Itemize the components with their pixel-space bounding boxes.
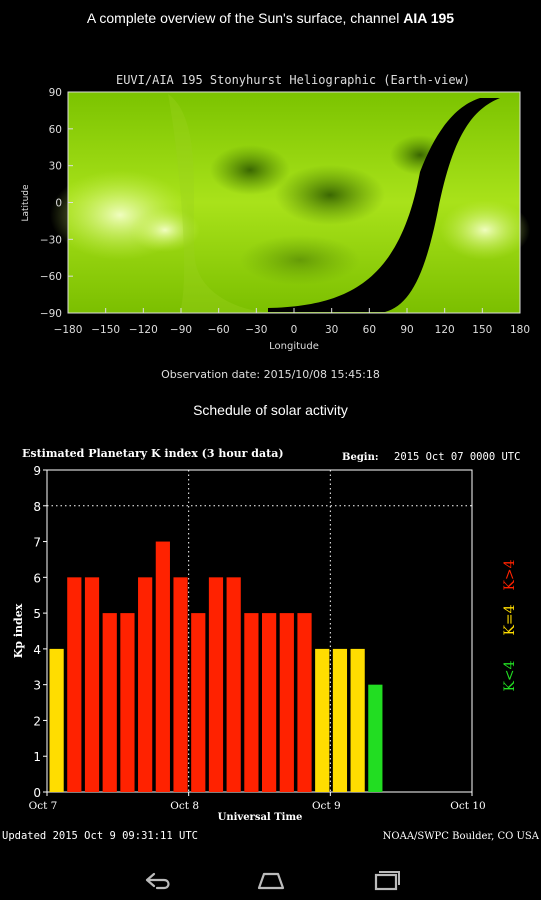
sun-map-xlabel: Longitude — [269, 341, 319, 352]
sun-map-image — [50, 92, 530, 313]
kp-y-tick-label: 8 — [33, 500, 41, 514]
sun-x-tick-label: 180 — [510, 324, 530, 336]
sun-y-tick-label: 30 — [49, 161, 62, 173]
kp-x-tick-label: Oct 8 — [170, 800, 199, 812]
back-icon[interactable] — [137, 866, 177, 894]
kp-y-tick-label: 7 — [33, 536, 41, 550]
page-title: A complete overview of the Sun's surface… — [0, 10, 541, 26]
sun-y-tick-label: −90 — [40, 308, 62, 320]
kp-bar — [155, 541, 170, 792]
legend-equal: K=4 — [502, 604, 518, 635]
kp-y-ticks: 0 1 2 3 4 5 6 7 8 9 — [33, 464, 47, 800]
kp-x-tick-label: Oct 9 — [312, 800, 341, 812]
solar-surface-map: EUVI/AIA 195 Stonyhurst Heliographic (Ea… — [21, 73, 530, 352]
kp-bar — [368, 684, 383, 792]
kp-y-tick-label: 2 — [33, 714, 41, 728]
sun-y-tick-label: −60 — [40, 271, 62, 283]
kp-bar — [138, 577, 153, 792]
kp-chart-title: Estimated Planetary K index (3 hour data… — [22, 447, 284, 460]
sun-x-tick-label: 60 — [363, 324, 376, 336]
kp-bar — [102, 613, 117, 792]
kp-x-tick-label: Oct 7 — [29, 800, 58, 812]
sun-x-tick-label: −90 — [170, 324, 192, 336]
sun-x-tick-label: −150 — [91, 324, 120, 336]
title-prefix: A complete overview of the Sun's surface… — [86, 10, 404, 26]
kp-bar — [315, 648, 330, 792]
kp-grid — [47, 470, 472, 792]
kp-bar — [191, 613, 206, 792]
kp-index-chart: Estimated Planetary K index (3 hour data… — [2, 447, 540, 842]
sun-x-tick-label: 30 — [325, 324, 338, 336]
kp-bar — [350, 648, 365, 792]
kp-bar — [279, 613, 294, 792]
kp-source: NOAA/SWPC Boulder, CO USA — [383, 831, 540, 842]
kp-y-tick-label: 3 — [33, 679, 41, 693]
kp-y-tick-label: 9 — [33, 464, 41, 478]
sun-map-ylabel: Latitude — [21, 184, 31, 222]
kp-bar — [173, 577, 188, 792]
kp-ylabel: Kp index — [12, 603, 25, 658]
legend-above: K>4 — [502, 559, 518, 590]
kp-bar — [120, 613, 135, 792]
sun-map-y-ticks: 90 60 30 0 −30 −60 −90 — [40, 87, 73, 320]
sun-y-tick-label: 60 — [49, 124, 62, 136]
sun-y-tick-label: 90 — [49, 87, 62, 99]
recents-icon[interactable] — [366, 866, 406, 894]
sun-y-tick-label: −30 — [40, 234, 62, 246]
kp-plot-frame — [46, 469, 473, 793]
kp-bar — [208, 577, 224, 792]
kp-x-ticks: Oct 7 Oct 8 Oct 9 Oct 10 — [29, 792, 486, 812]
kp-bar — [49, 648, 64, 792]
title-channel: AIA 195 — [403, 10, 455, 26]
kp-bar — [84, 577, 100, 792]
kp-y-tick-label: 4 — [33, 643, 41, 657]
kp-begin-label: Begin: — [342, 452, 379, 463]
sun-x-tick-label: −30 — [245, 324, 267, 336]
sun-x-tick-label: 0 — [291, 324, 298, 336]
kp-bars — [49, 541, 383, 792]
kp-updated: Updated 2015 Oct 9 09:31:11 UTC — [2, 830, 198, 842]
schedule-heading: Schedule of solar activity — [193, 402, 348, 418]
observation-date: Observation date: 2015/10/08 15:45:18 — [161, 368, 380, 381]
kp-x-tick-label: Oct 10 — [450, 800, 485, 812]
kp-bar — [297, 613, 312, 792]
sun-x-tick-label: 150 — [472, 324, 492, 336]
kp-bar — [244, 613, 259, 792]
navigation-bar — [0, 858, 541, 900]
kp-bar — [332, 648, 348, 792]
sun-map-title: EUVI/AIA 195 Stonyhurst Heliographic (Ea… — [116, 73, 470, 87]
sun-x-tick-label: 90 — [400, 324, 413, 336]
sun-x-tick-label: −180 — [54, 324, 83, 336]
kp-y-tick-label: 5 — [33, 607, 41, 621]
kp-bar — [262, 613, 277, 792]
kp-y-tick-label: 0 — [33, 786, 41, 800]
kp-y-tick-label: 1 — [33, 750, 41, 764]
sun-y-tick-label: 0 — [55, 198, 62, 210]
sun-map-x-ticks: −180 −150 −120 −90 −60 −30 0 30 60 90 120 150 180 — [54, 308, 530, 336]
kp-begin-value: 2015 Oct 07 0000 UTC — [394, 451, 520, 463]
kp-y-tick-label: 6 — [33, 571, 41, 585]
sun-x-tick-label: −120 — [129, 324, 158, 336]
kp-bar — [226, 577, 241, 792]
sun-x-tick-label: −60 — [208, 324, 230, 336]
kp-xlabel: Universal Time — [218, 812, 303, 823]
kp-bar — [67, 577, 82, 792]
home-icon[interactable] — [251, 866, 291, 894]
sun-x-tick-label: 120 — [435, 324, 455, 336]
legend-below: K<4 — [502, 660, 518, 691]
